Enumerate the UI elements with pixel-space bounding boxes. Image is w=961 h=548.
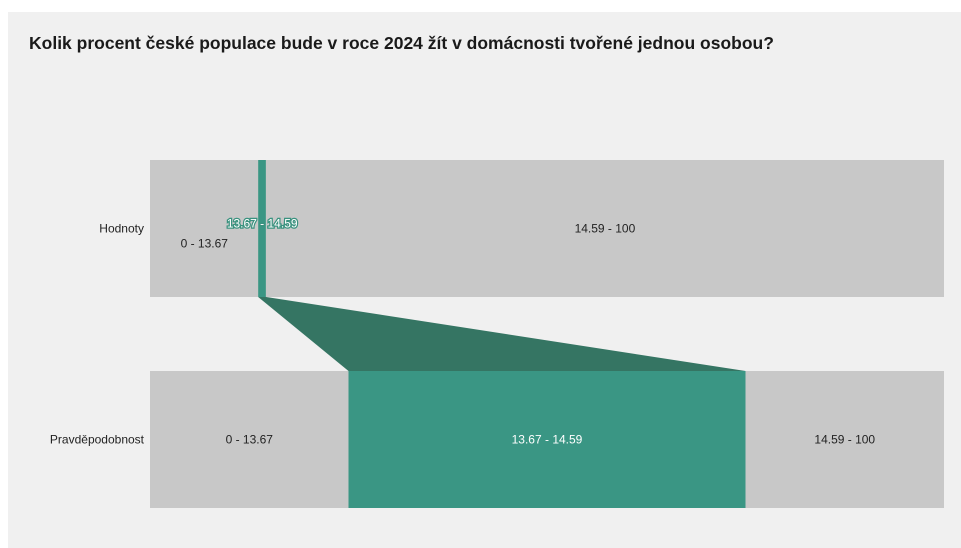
segment-bar-1-2 <box>745 371 944 508</box>
segment-label-0-1: 13.67 - 14.59 <box>227 217 298 231</box>
segment-bar-1-1 <box>348 371 746 508</box>
segment-bar-0-0 <box>150 160 259 297</box>
segment-bar-0-1 <box>258 160 267 297</box>
segment-label-0-0: 0 - 13.67 <box>181 237 229 251</box>
segment-label-1-0: 0 - 13.67 <box>226 433 274 447</box>
row-label-1: Pravděpodobnost <box>50 433 145 447</box>
funnel-connector <box>258 297 746 371</box>
segment-label-1-2: 14.59 - 100 <box>814 433 875 447</box>
row-label-0: Hodnoty <box>99 222 144 236</box>
segment-label-0-2: 14.59 - 100 <box>575 222 636 236</box>
segment-bar-1-0 <box>150 371 349 508</box>
chart-title: Kolik procent české populace bude v roce… <box>29 33 774 53</box>
segment-label-1-1: 13.67 - 14.59 <box>512 433 583 447</box>
segment-bar-0-2 <box>265 160 944 297</box>
